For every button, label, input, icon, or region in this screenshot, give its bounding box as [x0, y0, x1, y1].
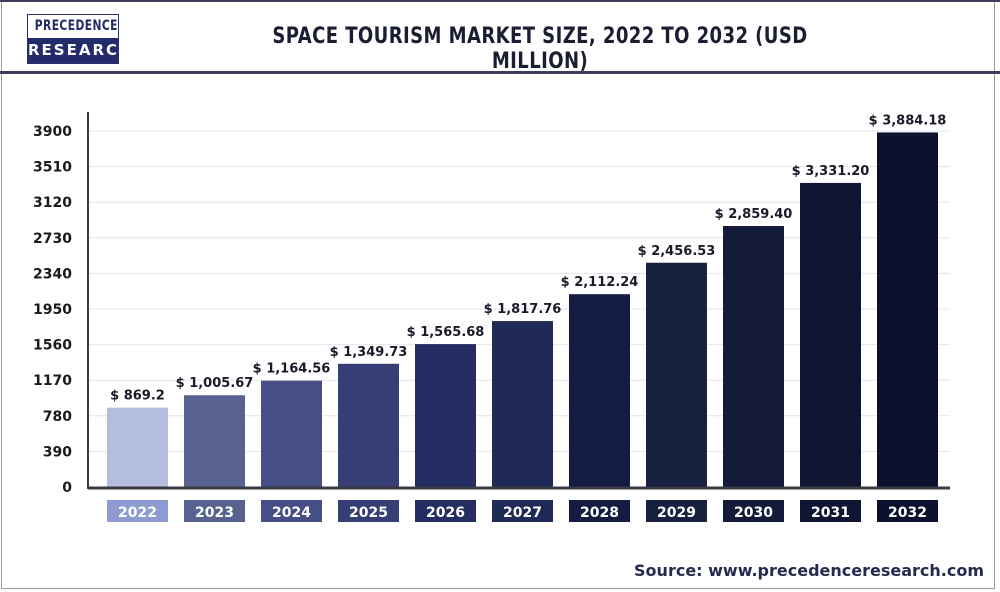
- y-tick-label: 1950: [33, 302, 72, 318]
- x-label-box: [492, 500, 553, 522]
- bar-2025: [338, 363, 399, 487]
- data-label: $ 1,565.68: [407, 325, 485, 340]
- bar-2031: [800, 182, 861, 487]
- x-tick-label: 2024: [272, 505, 311, 521]
- logo-line-2: RESEARCH: [28, 38, 132, 63]
- x-label-box: [569, 500, 630, 522]
- x-tick-label: 2029: [657, 505, 696, 521]
- bar-2032: [877, 132, 938, 487]
- y-tick-label: 2730: [33, 231, 72, 247]
- y-tick-label: 1560: [33, 338, 72, 354]
- x-tick-label: 2030: [734, 505, 773, 521]
- x-tick-label: 2022: [118, 505, 157, 521]
- x-label-box: [107, 500, 168, 522]
- bar-2027: [492, 321, 553, 487]
- y-tick-label: 1170: [33, 373, 72, 389]
- bar-2028: [569, 294, 630, 487]
- data-label: $ 2,456.53: [638, 244, 716, 259]
- bar-2022: [107, 407, 168, 487]
- y-tick-label: 3900: [33, 124, 72, 140]
- x-label-box: [723, 500, 784, 522]
- data-label: $ 1,817.76: [484, 302, 562, 317]
- y-tick-label: 0: [62, 480, 72, 496]
- x-tick-label: 2025: [349, 505, 388, 521]
- y-tick-label: 3120: [33, 195, 72, 211]
- data-label: $ 2,859.40: [715, 207, 793, 222]
- data-label: $ 3,884.18: [869, 113, 947, 128]
- x-label-box: [415, 500, 476, 522]
- x-label-box: [184, 500, 245, 522]
- x-tick-label: 2032: [888, 505, 927, 521]
- bar-2026: [415, 344, 476, 487]
- x-label-box: [338, 500, 399, 522]
- x-tick-label: 2023: [195, 505, 234, 521]
- data-label: $ 3,331.20: [792, 164, 870, 179]
- x-label-box: [800, 500, 861, 522]
- bar-2024: [261, 380, 322, 487]
- x-label-box: [261, 500, 322, 522]
- bar-2023: [184, 395, 245, 487]
- data-label: $ 2,112.24: [561, 275, 639, 290]
- data-label: $ 1,005.67: [176, 376, 254, 391]
- y-tick-label: 390: [43, 444, 72, 460]
- data-label: $ 1,164.56: [253, 362, 331, 377]
- data-label: $ 869.2: [110, 389, 165, 404]
- source-text: Source: www.precedenceresearch.com: [634, 561, 984, 580]
- x-tick-label: 2028: [580, 505, 619, 521]
- bar-2030: [723, 225, 784, 487]
- x-label-box: [646, 500, 707, 522]
- bar-2029: [646, 262, 707, 487]
- x-tick-label: 2026: [426, 505, 465, 521]
- x-label-box: [877, 500, 938, 522]
- x-tick-label: 2027: [503, 505, 542, 521]
- y-tick-label: 2340: [33, 266, 72, 282]
- y-tick-label: 780: [43, 409, 72, 425]
- logo-line-1: PRECEDENCE: [34, 15, 117, 38]
- data-label: $ 1,349.73: [330, 345, 408, 360]
- chart-title: SPACE TOURISM MARKET SIZE, 2022 TO 2032 …: [272, 24, 808, 74]
- header: PRECEDENCE RESEARCH SPACE TOURISM MARKET…: [0, 0, 1000, 74]
- x-tick-label: 2031: [811, 505, 850, 521]
- precedence-research-logo: PRECEDENCE RESEARCH: [27, 14, 132, 64]
- y-tick-label: 3510: [33, 160, 72, 176]
